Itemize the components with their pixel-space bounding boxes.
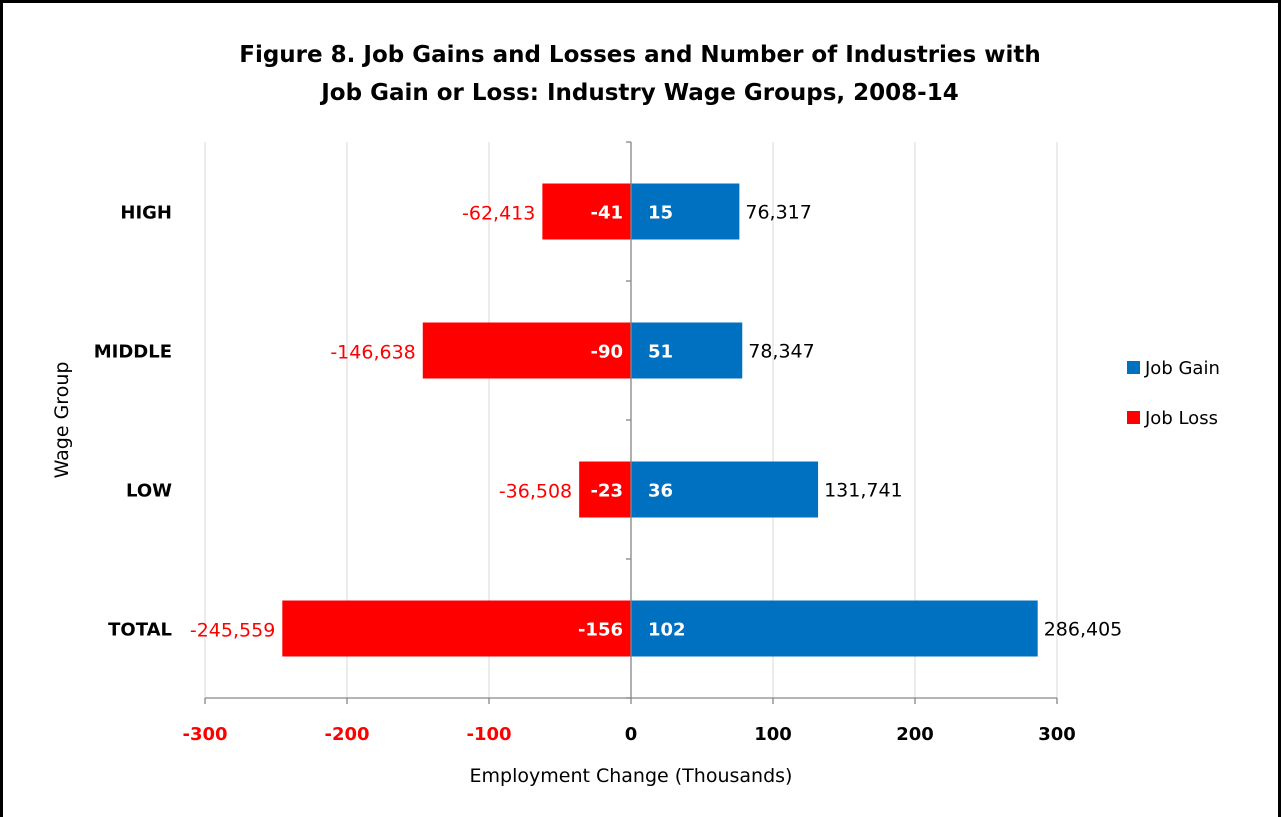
labels: HIGH 15 -41 76,317 -62,413 MIDDLE 51 -90 78,347 -… <box>94 202 1123 642</box>
bar-loss-total <box>282 600 631 657</box>
x-tick-label-0: -300 <box>182 724 227 745</box>
bar-loss-middle <box>422 322 631 379</box>
industry-count-loss-middle: -90 <box>590 342 623 363</box>
bars <box>282 183 1038 657</box>
industry-count-gain-high: 15 <box>648 203 673 224</box>
legend-swatch-1 <box>1127 411 1140 424</box>
industry-count-loss-high: -41 <box>590 203 623 224</box>
y-axis-title: Wage Group <box>51 362 73 479</box>
legend: Job Gain Job Loss <box>1127 358 1220 429</box>
value-label-gain-low: 131,741 <box>824 480 903 502</box>
chart-title: Figure 8. Job Gains and Losses and Numbe… <box>239 42 1040 106</box>
industry-count-gain-total: 102 <box>648 620 686 641</box>
category-label-low: LOW <box>126 481 172 502</box>
x-tick-label-4: 100 <box>754 724 792 745</box>
industry-count-loss-total: -156 <box>578 620 623 641</box>
x-tick-label-5: 200 <box>896 724 934 745</box>
category-label-high: HIGH <box>120 203 172 224</box>
value-label-loss-middle: -146,638 <box>330 342 415 364</box>
value-label-loss-high: -62,413 <box>462 203 535 225</box>
value-label-gain-total: 286,405 <box>1044 619 1123 641</box>
x-axis-title: Employment Change (Thousands) <box>470 765 793 787</box>
value-label-loss-low: -36,508 <box>499 481 572 503</box>
value-label-gain-high: 76,317 <box>745 202 811 224</box>
chart-title-line-1: Figure 8. Job Gains and Losses and Numbe… <box>239 42 1040 68</box>
industry-count-gain-middle: 51 <box>648 342 673 363</box>
bar-loss-high <box>542 183 631 240</box>
bar-gain-high <box>631 183 740 240</box>
bar-loss-low <box>579 461 631 518</box>
chart-title-line-2: Job Gain or Loss: Industry Wage Groups, … <box>319 80 959 106</box>
industry-count-gain-low: 36 <box>648 481 673 502</box>
x-tick-label-3: 0 <box>625 724 638 745</box>
axes: -300 -200 -100 0 100 200 300 Employment Change … <box>51 141 1076 787</box>
category-label-middle: MIDDLE <box>94 342 172 363</box>
value-label-gain-middle: 78,347 <box>748 341 814 363</box>
value-label-loss-total: -245,559 <box>190 620 275 642</box>
x-tick-label-2: -100 <box>466 724 511 745</box>
x-tick-label-1: -200 <box>324 724 369 745</box>
bar-gain-middle <box>631 322 743 379</box>
grid-lines <box>204 142 1058 698</box>
category-label-total: TOTAL <box>108 620 172 641</box>
x-tick-label-6: 300 <box>1038 724 1076 745</box>
legend-swatch-0 <box>1127 361 1140 374</box>
bar-gain-low <box>631 461 819 518</box>
legend-label-0: Job Gain <box>1144 358 1220 379</box>
bar-gain-total <box>631 600 1038 657</box>
industry-count-loss-low: -23 <box>590 481 623 502</box>
legend-label-1: Job Loss <box>1144 408 1218 429</box>
